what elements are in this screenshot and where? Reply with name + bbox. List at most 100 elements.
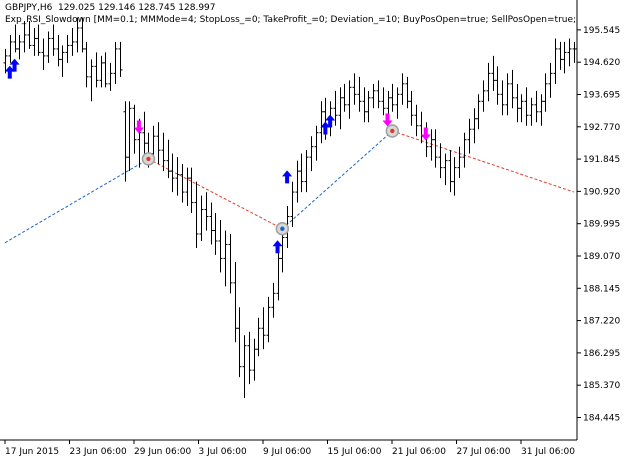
ohlc-bar <box>495 66 500 105</box>
ohlc-bar <box>553 38 558 84</box>
ohlc-bar <box>60 45 65 77</box>
ohlc-bar <box>41 38 46 70</box>
ohlc-bar <box>543 73 548 112</box>
ohlc-bar <box>209 202 214 245</box>
price-tick-label: 189.070 <box>583 252 620 262</box>
ohlc-values: 129.025 129.146 128.745 128.997 <box>58 3 216 13</box>
ohlc-bar <box>99 55 104 88</box>
ohlc-bar <box>127 101 132 172</box>
ohlc-bar <box>223 230 228 287</box>
time-tick-label: 27 Jul 06:00 <box>457 447 511 457</box>
buy-trade-line <box>281 130 393 230</box>
ohlc-bar <box>534 90 539 123</box>
ohlc-bar <box>491 55 496 91</box>
price-axis[interactable]: 195.545 194.620 193.695 192.770 191.845 190.9… <box>576 0 620 440</box>
time-axis[interactable]: 17 Jun 2015 23 Jun 06:00 29 Jun 06:00 3 Jul… <box>0 439 577 457</box>
ohlc-bar <box>395 87 400 119</box>
ohlc-bar <box>443 153 448 186</box>
ohlc-bar <box>567 38 572 67</box>
ohlc-bar <box>314 125 319 161</box>
price-tick-label: 195.545 <box>583 26 620 36</box>
ohlc-bar <box>80 17 85 53</box>
ohlc-bar <box>27 20 32 49</box>
ohlc-bar <box>3 48 8 74</box>
ohlc-bar <box>194 181 199 248</box>
ohlc-bar <box>524 87 529 126</box>
ohlc-bar <box>70 27 75 56</box>
deal-circle-icon[interactable] <box>385 124 400 138</box>
ohlc-bar <box>486 62 491 102</box>
time-tick-label: 17 Jun 2015 <box>5 447 59 457</box>
ohlc-bar <box>161 132 166 172</box>
time-tick-label: 23 Jun 06:00 <box>70 447 127 457</box>
ohlc-bar <box>199 195 204 241</box>
ohlc-bar <box>309 136 314 172</box>
price-tick-label: 186.295 <box>583 349 620 359</box>
down-arrow-icon <box>133 120 144 134</box>
ohlc-bar <box>8 34 13 63</box>
ohlc-bar <box>108 62 113 91</box>
time-tick-label: 31 Jul 06:00 <box>521 447 575 457</box>
ohlc-bar <box>237 307 242 378</box>
ohlc-bar <box>132 104 137 154</box>
ohlc-bar <box>213 213 218 255</box>
trade-lines <box>4 130 575 244</box>
ohlc-bar <box>13 24 18 53</box>
ohlc-bar <box>381 87 386 116</box>
ohlc-bar <box>189 167 194 214</box>
ohlc-bar <box>429 129 434 161</box>
ohlc-bar <box>180 164 185 203</box>
ohlc-bar <box>548 62 553 98</box>
up-arrow-icon <box>272 240 283 254</box>
price-tick-label: 189.995 <box>583 220 620 230</box>
ohlc-bar <box>405 76 410 109</box>
price-tick-label: 187.220 <box>583 317 620 327</box>
ohlc-bar <box>242 335 247 399</box>
ohlc-bar <box>472 108 477 144</box>
ohlc-bar <box>476 94 481 130</box>
ohlc-bar <box>519 94 524 123</box>
ohlc-bar <box>467 118 472 154</box>
ohlc-bar <box>166 139 171 179</box>
ohlc-bar <box>175 157 180 196</box>
price-tick-label: 194.620 <box>583 58 620 68</box>
ohlc-bar <box>204 192 209 231</box>
ohlc-bar <box>233 261 238 343</box>
price-tick-label: 185.370 <box>583 381 620 391</box>
ohlc-bar <box>452 157 457 196</box>
ohlc-bar <box>366 90 371 123</box>
ohlc-bar <box>218 220 223 273</box>
ohlc-bar <box>481 80 486 112</box>
deal-markers <box>141 124 400 236</box>
ohlc-bar <box>515 83 520 123</box>
signal-arrows <box>4 58 431 254</box>
ohlc-bar <box>319 101 324 144</box>
ohlc-bar <box>295 160 300 203</box>
time-tick-label: 9 Jul 06:00 <box>263 447 312 457</box>
ohlc-bar <box>103 52 108 88</box>
ohlc-bar <box>266 296 271 343</box>
deal-circle-icon[interactable] <box>141 152 156 166</box>
symbol-label: GBPJPY,H6 <box>5 3 53 13</box>
ohlc-bar <box>352 73 357 105</box>
ohlc-bar <box>462 132 467 168</box>
ohlc-bar <box>84 41 89 88</box>
ohlc-bar <box>142 111 147 158</box>
deal-circle-icon[interactable] <box>275 221 290 236</box>
ohlc-bar <box>510 69 515 109</box>
time-tick-label: 29 Jun 06:00 <box>134 447 191 457</box>
price-tick-label: 184.445 <box>583 413 620 423</box>
expert-parameters: Exp_RSI_Slowdown [MM=0.1; MMMode=4; Stop… <box>5 15 577 25</box>
ohlc-bar <box>505 73 510 116</box>
ohlc-bar <box>256 317 261 357</box>
time-tick-label: 3 Jul 06:00 <box>199 447 248 457</box>
ohlc-bar <box>400 73 405 105</box>
ohlc-bar <box>32 27 37 56</box>
down-arrow-icon <box>382 113 393 127</box>
ohlc-bar <box>51 24 56 56</box>
ohlc-bar <box>276 247 281 301</box>
ohlc-bar <box>22 20 27 53</box>
down-arrow-icon <box>420 127 431 141</box>
ohlc-bar <box>338 87 343 130</box>
